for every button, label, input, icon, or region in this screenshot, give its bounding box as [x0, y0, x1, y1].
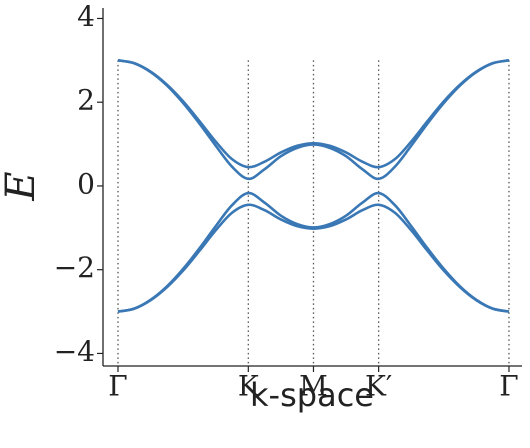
x-tick-label: Γ	[499, 370, 518, 403]
band-line	[117, 59, 510, 181]
y-tick-label: 2	[77, 84, 95, 117]
band-line	[117, 191, 510, 313]
y-tick-label: −4	[54, 335, 95, 368]
y-tick-label: 0	[77, 167, 95, 200]
x-tick-label: K′	[365, 370, 392, 403]
x-tick-label: M	[299, 370, 328, 403]
x-tick-label: K	[238, 370, 260, 403]
x-tick-label: Γ	[108, 370, 127, 403]
y-tick-label: −2	[54, 251, 95, 284]
y-tick-label: 4	[77, 0, 95, 33]
y-axis-label: E	[0, 171, 44, 201]
x-axis-label: k-space	[250, 376, 374, 414]
band-line	[117, 203, 510, 313]
